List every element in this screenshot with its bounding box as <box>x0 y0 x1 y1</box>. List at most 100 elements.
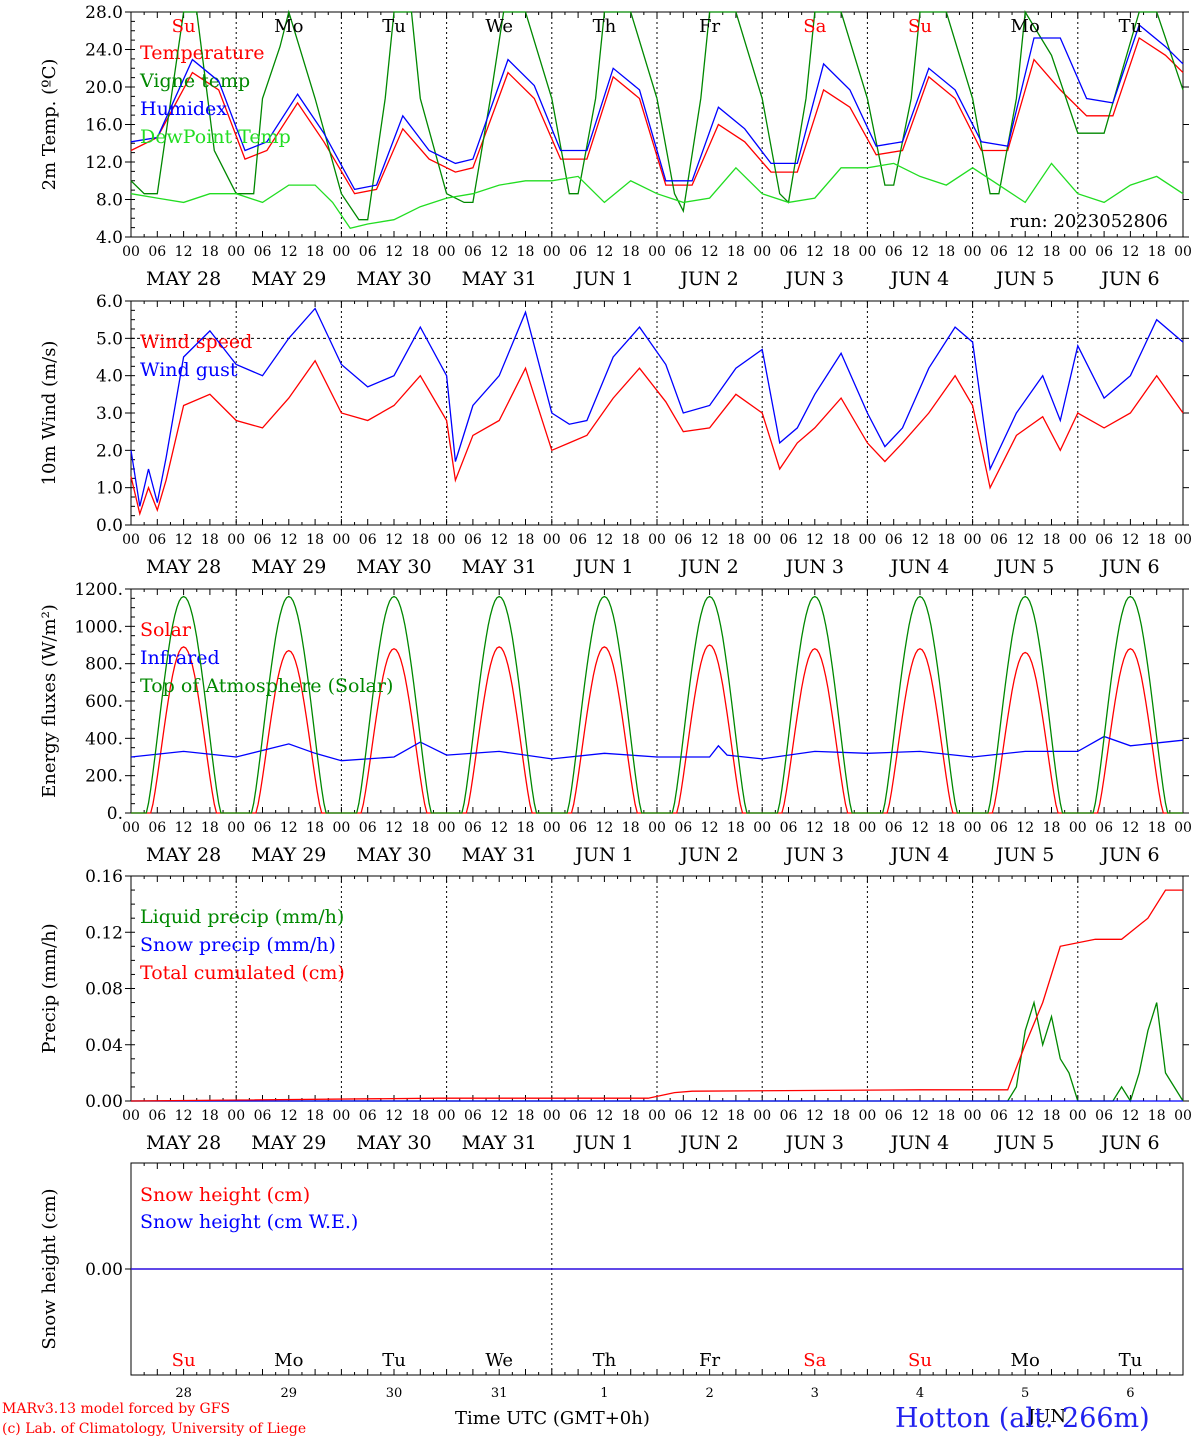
date-label: MAY 31 <box>462 1132 537 1154</box>
hour-label: 00 <box>438 1108 456 1124</box>
hour-label: 06 <box>990 532 1008 548</box>
hour-label: 06 <box>254 820 272 836</box>
credit-model: MARv3.13 model forced by GFS <box>2 1401 231 1417</box>
hour-label: 12 <box>595 820 613 836</box>
hour-label: 06 <box>569 244 587 260</box>
day-number: 28 <box>175 1386 192 1401</box>
hour-label: 00 <box>753 1108 771 1124</box>
hour-label: 18 <box>201 820 219 836</box>
date-label: JUN 3 <box>784 268 844 290</box>
hour-label: 18 <box>1043 244 1061 260</box>
series-line <box>130 359 1184 517</box>
hour-label: 12 <box>1016 820 1034 836</box>
date-label: JUN 5 <box>994 268 1054 290</box>
hour-label: 18 <box>306 532 324 548</box>
hour-label: 12 <box>385 244 403 260</box>
y-tick-label: 2.0 <box>96 441 123 461</box>
date-label: JUN 3 <box>784 844 844 866</box>
series-line <box>130 36 1184 195</box>
day-number: 2 <box>705 1386 713 1401</box>
hour-label: 00 <box>122 820 140 836</box>
weekday-label: Su <box>908 16 932 37</box>
weekday-label: Sa <box>803 1350 826 1371</box>
hour-label: 18 <box>937 820 955 836</box>
hour-label: 00 <box>543 820 561 836</box>
legend-entry: Humidex <box>140 98 227 120</box>
y-tick-label: 8.0 <box>96 191 123 211</box>
hour-label: 06 <box>674 244 692 260</box>
hour-label: 18 <box>1148 1108 1166 1124</box>
date-label: JUN 2 <box>678 556 738 578</box>
legend-entry: Solar <box>140 619 192 641</box>
y-axis-label: 2m Temp. (ºC) <box>39 59 60 191</box>
hour-label: 12 <box>806 244 824 260</box>
date-label: JUN 5 <box>994 1132 1054 1154</box>
y-tick-label: 4.0 <box>96 228 123 248</box>
y-tick-label: 24.0 <box>85 41 123 61</box>
hour-label: 00 <box>964 244 982 260</box>
date-label: MAY 28 <box>146 268 221 290</box>
legend-entry: Infrared <box>140 647 220 669</box>
hour-label: 18 <box>517 532 535 548</box>
hour-label: 18 <box>1043 532 1061 548</box>
y-tick-label: 0.00 <box>85 1092 123 1112</box>
y-tick-label: 1200. <box>74 580 123 600</box>
legend-entry: Vigne temp <box>139 70 250 92</box>
panel-3: 0. 200. 400. 600. 800. 1000. 1200. Energy fluxe… <box>39 580 1192 866</box>
hour-label: 06 <box>569 532 587 548</box>
series-line <box>130 9 1184 221</box>
hour-label: 06 <box>254 532 272 548</box>
hour-label: 18 <box>517 244 535 260</box>
run-label: run: 2023052806 <box>1010 211 1168 232</box>
hour-label: 12 <box>280 820 298 836</box>
hour-label: 12 <box>1016 244 1034 260</box>
hour-label: 18 <box>306 1108 324 1124</box>
hour-label: 06 <box>885 1108 903 1124</box>
panel-5: 0.00 Snow height (cm) Snow height (cm) Snow… <box>39 1162 1184 1427</box>
hour-label: 12 <box>175 1108 193 1124</box>
y-axis-label: Precip (mm/h) <box>39 923 60 1053</box>
hour-label: 00 <box>543 1108 561 1124</box>
weekday-label: Sa <box>803 16 826 37</box>
day-number: 1 <box>600 1386 608 1401</box>
hour-label: 06 <box>990 820 1008 836</box>
hour-label: 00 <box>122 532 140 548</box>
hour-label: 12 <box>175 244 193 260</box>
day-number: 6 <box>1126 1386 1134 1401</box>
month-label: JUN <box>1026 1406 1066 1427</box>
y-tick-label: 3.0 <box>96 404 123 424</box>
hour-label: 18 <box>622 1108 640 1124</box>
hour-label: 00 <box>122 244 140 260</box>
series-line <box>130 162 1184 230</box>
hour-label: 06 <box>464 244 482 260</box>
hour-label: 18 <box>937 244 955 260</box>
date-label: JUN 2 <box>678 844 738 866</box>
hour-label: 06 <box>674 532 692 548</box>
date-label: JUN 1 <box>573 844 633 866</box>
hour-label: 18 <box>411 244 429 260</box>
hour-label: 06 <box>148 244 166 260</box>
weekday-label: Tu <box>1119 16 1143 37</box>
date-label: JUN 4 <box>889 1132 949 1154</box>
date-label: MAY 31 <box>462 556 537 578</box>
hour-label: 18 <box>727 820 745 836</box>
hour-label: 18 <box>937 532 955 548</box>
hour-label: 12 <box>1016 532 1034 548</box>
y-tick-label: 28.0 <box>85 3 123 23</box>
date-label: MAY 29 <box>251 268 326 290</box>
weekday-label: Th <box>593 1350 617 1371</box>
hour-label: 12 <box>911 244 929 260</box>
hour-label: 00 <box>1174 820 1192 836</box>
hour-label: 06 <box>990 1108 1008 1124</box>
hour-label: 18 <box>1043 820 1061 836</box>
hour-label: 06 <box>885 532 903 548</box>
hour-label: 00 <box>753 244 771 260</box>
hour-label: 12 <box>701 532 719 548</box>
weekday-label: Fr <box>699 1350 720 1371</box>
hour-label: 18 <box>727 1108 745 1124</box>
weekday-label: Su <box>172 1350 196 1371</box>
y-tick-label: 4.0 <box>96 367 123 387</box>
y-tick-label: 0.0 <box>96 516 123 536</box>
legend-entry: DewPoint Temp <box>140 126 291 148</box>
